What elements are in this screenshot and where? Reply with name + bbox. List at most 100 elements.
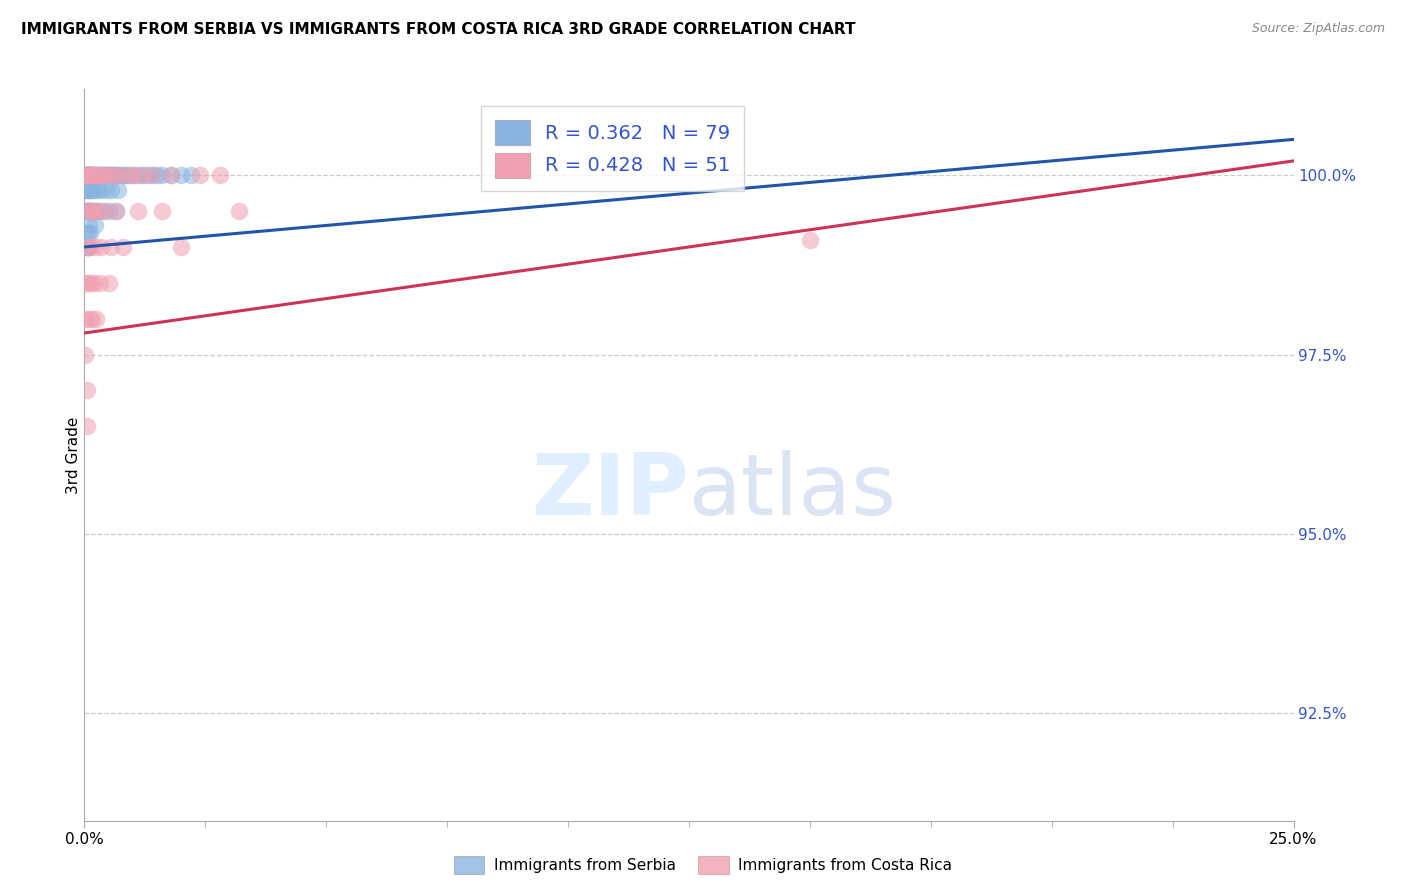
Point <box>76 240 98 254</box>
Point <box>150 204 173 219</box>
Point <box>150 168 173 182</box>
Point <box>146 168 169 182</box>
Point <box>87 204 110 219</box>
Point <box>76 419 98 434</box>
Point <box>77 168 100 182</box>
Point <box>87 183 110 197</box>
Point <box>190 168 212 182</box>
Point <box>80 168 103 182</box>
Text: IMMIGRANTS FROM SERBIA VS IMMIGRANTS FROM COSTA RICA 3RD GRADE CORRELATION CHART: IMMIGRANTS FROM SERBIA VS IMMIGRANTS FRO… <box>21 22 856 37</box>
Point <box>83 168 105 182</box>
Point <box>100 240 122 254</box>
Point <box>75 311 97 326</box>
Point <box>127 168 149 182</box>
Point <box>77 168 100 182</box>
Point <box>97 204 120 219</box>
Point <box>87 168 110 182</box>
Point <box>77 168 100 182</box>
Point <box>77 183 100 197</box>
Point <box>97 168 120 182</box>
Point <box>75 183 97 197</box>
Point <box>141 168 163 182</box>
Point <box>76 384 98 398</box>
Point <box>76 204 98 219</box>
Point <box>76 168 98 182</box>
Point <box>82 168 104 182</box>
Legend: R = 0.362   N = 79, R = 0.428   N = 51: R = 0.362 N = 79, R = 0.428 N = 51 <box>481 106 744 191</box>
Point <box>83 183 105 197</box>
Point <box>80 168 103 182</box>
Point <box>83 276 105 290</box>
Point <box>93 204 115 219</box>
Point <box>77 311 100 326</box>
Point <box>141 168 163 182</box>
Point <box>75 347 97 361</box>
Point <box>104 204 127 219</box>
Point <box>100 183 122 197</box>
Point <box>136 168 159 182</box>
Point <box>100 168 122 182</box>
Text: atlas: atlas <box>689 450 897 533</box>
Point <box>76 240 98 254</box>
Point <box>83 168 105 182</box>
Point <box>94 168 117 182</box>
Point <box>112 168 135 182</box>
Point <box>90 183 112 197</box>
Point <box>75 204 97 219</box>
Point <box>79 240 101 254</box>
Point <box>77 204 100 219</box>
Text: Source: ZipAtlas.com: Source: ZipAtlas.com <box>1251 22 1385 36</box>
Point <box>76 168 98 182</box>
Point <box>103 168 125 182</box>
Point <box>79 183 101 197</box>
Point <box>228 204 250 219</box>
Point <box>77 168 100 182</box>
Point <box>77 276 100 290</box>
Point <box>79 204 101 219</box>
Point <box>131 168 153 182</box>
Point <box>82 168 104 182</box>
Point <box>94 168 117 182</box>
Point <box>86 168 108 182</box>
Point <box>82 204 104 219</box>
Point <box>79 168 101 182</box>
Point <box>84 240 107 254</box>
Point <box>103 168 125 182</box>
Point <box>80 204 103 219</box>
Point <box>77 183 100 197</box>
Point <box>93 168 115 182</box>
Point <box>91 168 114 182</box>
Point <box>76 168 98 182</box>
Point <box>80 168 103 182</box>
Point <box>77 204 100 219</box>
Point <box>107 183 129 197</box>
Point <box>76 204 98 219</box>
Point <box>90 240 112 254</box>
Point <box>112 240 135 254</box>
Point <box>86 204 108 219</box>
Point <box>107 168 129 182</box>
Point <box>75 168 97 182</box>
Point <box>76 168 98 182</box>
Point <box>104 204 127 219</box>
Point <box>93 168 115 182</box>
Point <box>82 183 104 197</box>
Point <box>76 183 98 197</box>
Point <box>75 276 97 290</box>
Point <box>79 168 101 182</box>
Point <box>76 240 98 254</box>
Point <box>160 168 183 182</box>
Point <box>86 168 108 182</box>
Point <box>103 168 125 182</box>
Point <box>86 168 108 182</box>
Point <box>170 168 193 182</box>
Point <box>79 168 101 182</box>
Y-axis label: 3rd Grade: 3rd Grade <box>66 417 80 493</box>
Point <box>77 226 100 240</box>
Point <box>77 219 100 233</box>
Point <box>160 168 183 182</box>
Point <box>110 168 132 182</box>
Point <box>97 276 120 290</box>
Point <box>97 168 120 182</box>
Text: ZIP: ZIP <box>531 450 689 533</box>
